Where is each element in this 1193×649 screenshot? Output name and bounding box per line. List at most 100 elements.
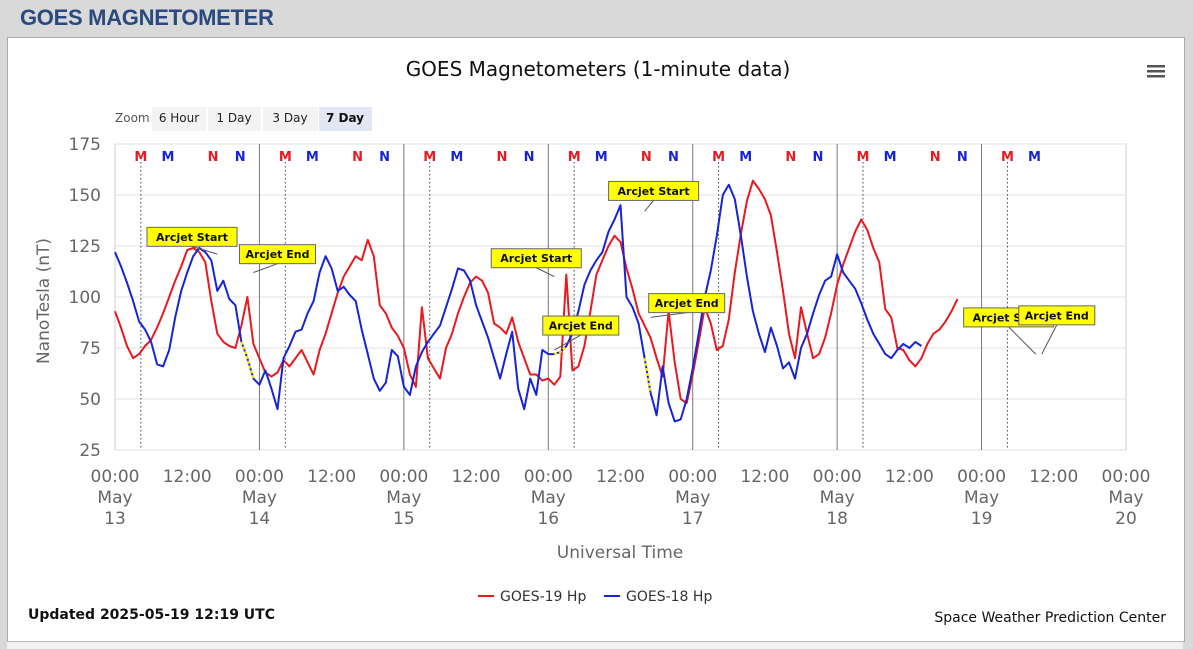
x-tick-text: 12:00 xyxy=(596,467,645,487)
x-tick-text: 17 xyxy=(682,509,704,529)
x-tick-text: May xyxy=(1108,488,1143,508)
orbit-marker-m: M xyxy=(423,150,436,165)
arcjet-box xyxy=(542,315,620,336)
arcjet-annotation: Arcjet End xyxy=(648,293,726,318)
zoom-label: Zoom xyxy=(115,111,150,125)
x-tick-text: 16 xyxy=(537,509,559,529)
x-tick-label: 12:00 xyxy=(740,467,789,487)
x-tick-text: 00:00 xyxy=(668,467,717,487)
x-tick-text: 15 xyxy=(393,509,415,529)
x-tick-label: 12:00 xyxy=(1029,467,1078,487)
x-tick-label: 12:00 xyxy=(307,467,356,487)
menu-icon[interactable] xyxy=(1144,60,1168,82)
x-tick-label: 12:00 xyxy=(596,467,645,487)
arcjet-connector xyxy=(1041,324,1058,355)
zoom-button-6-hour-label: 6 Hour xyxy=(159,111,199,125)
arcjet-label: Arcjet Start xyxy=(500,252,572,265)
x-axis-title: Universal Time xyxy=(557,543,683,563)
orbit-marker-n: N xyxy=(497,150,508,165)
x-tick-text: 00:00 xyxy=(379,467,428,487)
orbit-marker-m: M xyxy=(884,150,897,165)
y-tick-label: 100 xyxy=(69,288,101,308)
x-tick-label: 12:00 xyxy=(885,467,934,487)
x-tick-text: May xyxy=(820,488,855,508)
arcjet-segment xyxy=(553,345,568,356)
legend-item[interactable]: GOES-18 Hp xyxy=(604,589,712,605)
zoom-button-6-hour[interactable]: 6 Hour xyxy=(152,107,206,131)
x-tick-text: 00:00 xyxy=(1102,467,1151,487)
orbit-marker-m: M xyxy=(279,150,292,165)
y-tick-label: 25 xyxy=(79,441,101,461)
zoom-button-1-day-label: 1 Day xyxy=(216,111,251,125)
orbit-marker-m: M xyxy=(739,150,752,165)
y-tick-label: 125 xyxy=(69,237,101,257)
arcjet-segment xyxy=(643,357,652,394)
orbit-marker-m: M xyxy=(1001,150,1014,165)
orbit-marker-n: N xyxy=(957,150,968,165)
x-tick-text: May xyxy=(242,488,277,508)
x-tick-text: 12:00 xyxy=(307,467,356,487)
orbit-marker-n: N xyxy=(785,150,796,165)
arcjet-label: Arcjet Start xyxy=(618,185,690,198)
orbit-marker-n: N xyxy=(524,150,535,165)
y-tick-label: 150 xyxy=(69,186,101,206)
arcjet-connector xyxy=(650,312,687,318)
x-tick-text: May xyxy=(97,488,132,508)
legend: GOES-19 Hp GOES-18 Hp xyxy=(478,589,712,605)
legend-label: GOES-19 Hp xyxy=(500,589,586,605)
series-line-goes-19 xyxy=(114,179,959,405)
x-tick-text: 20 xyxy=(1115,509,1137,529)
marker-line-layer xyxy=(140,162,1008,450)
x-tick-text: 12:00 xyxy=(1029,467,1078,487)
arcjet-box xyxy=(608,180,700,201)
series-line-goes-18 xyxy=(114,183,922,423)
orbit-marker-m: M xyxy=(306,150,319,165)
x-tick-label: 12:00 xyxy=(452,467,501,487)
orbit-marker-n: N xyxy=(930,150,941,165)
x-tick-text: May xyxy=(964,488,999,508)
x-tick-text: 00:00 xyxy=(813,467,862,487)
arcjet-annotation: Arcjet Start xyxy=(608,180,700,212)
orbit-marker-m: M xyxy=(712,150,725,165)
x-tick-text: 00:00 xyxy=(957,467,1006,487)
orbit-marker-n: N xyxy=(352,150,363,165)
x-tick-text: 14 xyxy=(249,509,271,529)
zoom-button-7-day[interactable]: 7 Day xyxy=(319,107,372,131)
x-tick-text: 12:00 xyxy=(452,467,501,487)
orbit-marker-n: N xyxy=(668,150,679,165)
orbit-marker-n: N xyxy=(641,150,652,165)
arcjet-annotation: Arcjet End xyxy=(542,315,620,351)
arcjet-connector xyxy=(536,267,555,278)
arcjet-annotation: Arcjet Start xyxy=(490,248,582,278)
arcjet-segment xyxy=(240,341,255,379)
y-tick-label: 175 xyxy=(69,135,101,155)
arcjet-box xyxy=(146,226,238,247)
orbit-marker-m: M xyxy=(595,150,608,165)
zoom-button-3-day-label: 3 Day xyxy=(272,111,307,125)
x-tick-text: 12:00 xyxy=(163,467,212,487)
orbit-marker-n: N xyxy=(812,150,823,165)
y-axis: 25 50 75 100 125 150 175 xyxy=(69,135,101,461)
arcjet-box xyxy=(238,244,316,265)
page-header: GOES MAGNETOMETER xyxy=(0,0,1193,36)
bottom-strip xyxy=(7,641,1183,649)
orbit-marker-m: M xyxy=(568,150,581,165)
chart-title: GOES Magnetometers (1-minute data) xyxy=(406,57,791,81)
zoom-button-3-day[interactable]: 3 Day xyxy=(263,107,318,131)
arcjet-box xyxy=(490,248,582,269)
legend-item[interactable]: GOES-19 Hp xyxy=(478,589,586,605)
orbit-marker-m: M xyxy=(134,150,147,165)
y-tick-label: 50 xyxy=(79,390,101,410)
arcjet-label: Arcjet End xyxy=(549,320,613,333)
zoom-button-1-day[interactable]: 1 Day xyxy=(208,107,261,131)
x-tick-text: 00:00 xyxy=(235,467,284,487)
orbit-marker-m: M xyxy=(857,150,870,165)
